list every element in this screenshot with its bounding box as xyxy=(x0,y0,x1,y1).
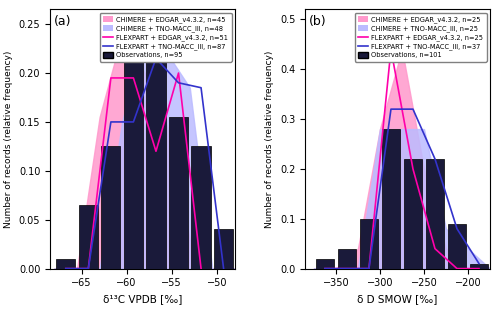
Bar xyxy=(102,146,120,269)
FLEXPART + TNO-MACC_III, n=37 xyxy=(432,157,438,161)
FLEXPART + TNO-MACC_III, n=37 xyxy=(322,267,328,270)
FLEXPART + TNO-MACC_III, n=37 xyxy=(388,107,394,111)
FLEXPART + EDGAR_v4.3.2, n=25 xyxy=(344,267,350,270)
FLEXPART + EDGAR_v4.3.2, n=51 xyxy=(86,267,91,270)
FLEXPART + EDGAR_v4.3.2, n=25 xyxy=(476,267,482,270)
FLEXPART + EDGAR_v4.3.2, n=51 xyxy=(153,149,159,153)
FLEXPART + TNO-MACC_III, n=87 xyxy=(63,267,69,270)
Bar xyxy=(448,224,466,269)
Line: FLEXPART + EDGAR_v4.3.2, n=25: FLEXPART + EDGAR_v4.3.2, n=25 xyxy=(325,49,479,269)
Bar xyxy=(214,229,233,269)
Bar xyxy=(192,146,210,269)
FLEXPART + TNO-MACC_III, n=37 xyxy=(454,227,460,231)
FLEXPART + TNO-MACC_III, n=87 xyxy=(130,120,136,124)
Bar xyxy=(169,117,188,269)
Bar xyxy=(316,258,334,269)
Bar xyxy=(382,129,400,269)
FLEXPART + EDGAR_v4.3.2, n=51 xyxy=(130,76,136,80)
FLEXPART + TNO-MACC_III, n=87 xyxy=(220,267,226,270)
X-axis label: δ D SMOW [‰]: δ D SMOW [‰] xyxy=(358,294,438,304)
FLEXPART + TNO-MACC_III, n=37 xyxy=(410,107,416,111)
Y-axis label: Number of records (relative frequency): Number of records (relative frequency) xyxy=(266,50,274,228)
Legend: CHIMERE + EDGAR_v4.3.2, n=45, CHIMERE + TNO-MACC_III, n=48, FLEXPART + EDGAR_v4.: CHIMERE + EDGAR_v4.3.2, n=45, CHIMERE + … xyxy=(100,13,232,62)
FLEXPART + EDGAR_v4.3.2, n=25 xyxy=(454,267,460,270)
FLEXPART + TNO-MACC_III, n=37 xyxy=(344,267,350,270)
FLEXPART + TNO-MACC_III, n=37 xyxy=(366,267,372,270)
Bar xyxy=(146,34,166,269)
FLEXPART + TNO-MACC_III, n=87 xyxy=(86,267,91,270)
FLEXPART + TNO-MACC_III, n=87 xyxy=(108,120,114,124)
X-axis label: δ¹³C VPDB [‰]: δ¹³C VPDB [‰] xyxy=(102,294,182,304)
FLEXPART + EDGAR_v4.3.2, n=25 xyxy=(410,167,416,171)
FLEXPART + EDGAR_v4.3.2, n=25 xyxy=(432,247,438,251)
Text: (b): (b) xyxy=(309,15,326,28)
Bar xyxy=(124,44,143,269)
Line: FLEXPART + TNO-MACC_III, n=87: FLEXPART + TNO-MACC_III, n=87 xyxy=(66,58,224,269)
FLEXPART + EDGAR_v4.3.2, n=51 xyxy=(176,71,182,75)
FLEXPART + EDGAR_v4.3.2, n=25 xyxy=(322,267,328,270)
FLEXPART + TNO-MACC_III, n=87 xyxy=(198,86,204,90)
FLEXPART + TNO-MACC_III, n=87 xyxy=(176,81,182,85)
Text: (a): (a) xyxy=(54,15,71,28)
Line: FLEXPART + TNO-MACC_III, n=37: FLEXPART + TNO-MACC_III, n=37 xyxy=(325,109,479,269)
Bar xyxy=(338,249,356,269)
FLEXPART + EDGAR_v4.3.2, n=51 xyxy=(108,76,114,80)
Y-axis label: Number of records (relative frequency): Number of records (relative frequency) xyxy=(4,50,13,228)
FLEXPART + EDGAR_v4.3.2, n=25 xyxy=(388,47,394,51)
Bar xyxy=(404,159,422,269)
Legend: CHIMERE + EDGAR_v4.3.2, n=25, CHIMERE + TNO-MACC_III, n=25, FLEXPART + EDGAR_v4.: CHIMERE + EDGAR_v4.3.2, n=25, CHIMERE + … xyxy=(354,13,486,62)
Bar xyxy=(78,205,98,269)
Bar xyxy=(56,259,76,269)
FLEXPART + EDGAR_v4.3.2, n=25 xyxy=(366,267,372,270)
Bar xyxy=(470,264,488,269)
Bar xyxy=(426,159,444,269)
FLEXPART + EDGAR_v4.3.2, n=51 xyxy=(198,267,204,270)
Bar xyxy=(360,219,378,269)
Line: FLEXPART + EDGAR_v4.3.2, n=51: FLEXPART + EDGAR_v4.3.2, n=51 xyxy=(66,73,201,269)
FLEXPART + TNO-MACC_III, n=87 xyxy=(153,57,159,60)
FLEXPART + EDGAR_v4.3.2, n=51 xyxy=(63,267,69,270)
FLEXPART + TNO-MACC_III, n=37 xyxy=(476,262,482,265)
